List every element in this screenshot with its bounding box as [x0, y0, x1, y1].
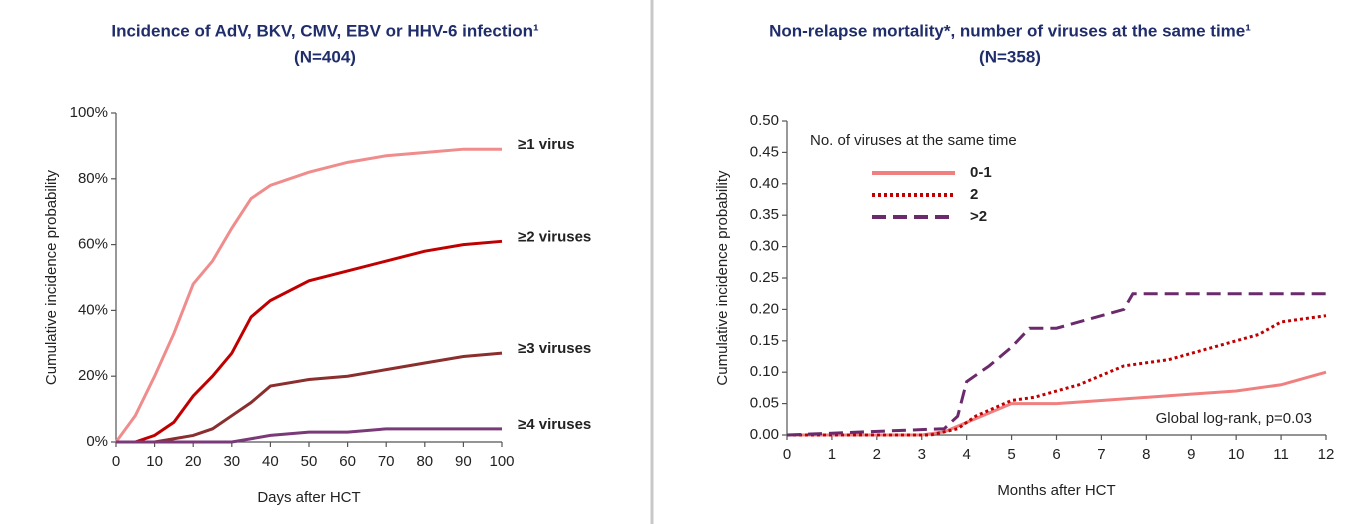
legend-label: >2 [970, 208, 987, 225]
x-tick-label: 100 [489, 453, 514, 470]
y-tick-label: 0.05 [750, 395, 779, 412]
chart-title: Incidence of AdV, BKV, CMV, EBV or HHV-6… [111, 21, 539, 40]
x-tick-label: 2 [873, 446, 881, 463]
legend-title: No. of viruses at the same time [810, 132, 1017, 149]
y-tick-label: 100% [70, 104, 108, 121]
y-tick-label: 0.15 [750, 332, 779, 349]
y-axis-label: Cumulative incidence probability [43, 169, 60, 385]
x-tick-label: 40 [262, 453, 279, 470]
y-tick-label: 20% [78, 367, 108, 384]
x-tick-label: 4 [962, 446, 970, 463]
chart-title: Non-relapse mortality*, number of viruse… [769, 21, 1251, 40]
x-tick-label: 70 [378, 453, 395, 470]
y-tick-label: 0.30 [750, 238, 779, 255]
series-label: ≥1 virus [518, 136, 575, 153]
x-tick-label: 3 [918, 446, 926, 463]
y-tick-label: 80% [78, 170, 108, 187]
y-tick-label: 0% [86, 433, 108, 450]
series-line [114, 147, 502, 443]
x-tick-label: 30 [223, 453, 240, 470]
x-tick-label: 0 [112, 453, 120, 470]
y-tick-label: 0.20 [750, 300, 779, 317]
x-tick-label: 9 [1187, 446, 1195, 463]
x-tick-label: 50 [301, 453, 318, 470]
y-tick-label: 0.25 [750, 269, 779, 286]
x-tick-label: 8 [1142, 446, 1150, 463]
y-axis-label: Cumulative incidence probability [714, 170, 731, 386]
annotation: Global log-rank, p=0.03 [1156, 410, 1312, 427]
x-axis-label: Days after HCT [257, 489, 360, 506]
y-tick-label: 0.45 [750, 143, 779, 160]
series-label: ≥3 viruses [518, 340, 591, 357]
x-tick-label: 11 [1273, 446, 1289, 463]
chart-subtitle: (N=404) [294, 47, 356, 66]
series-label: ≥4 viruses [518, 416, 591, 433]
series-line [116, 427, 502, 444]
series-line [116, 239, 503, 444]
y-tick-label: 0.10 [750, 363, 779, 380]
series-line [787, 314, 1327, 437]
y-tick-label: 60% [78, 236, 108, 253]
x-tick-label: 7 [1097, 446, 1105, 463]
x-tick-label: 10 [1228, 446, 1245, 463]
x-axis-label: Months after HCT [997, 482, 1115, 499]
legend-label: 0-1 [970, 164, 992, 181]
chart-subtitle: (N=358) [979, 47, 1041, 66]
x-tick-label: 12 [1318, 446, 1335, 463]
y-tick-label: 0.40 [750, 175, 779, 192]
series-label: ≥2 viruses [518, 228, 591, 245]
y-tick-label: 40% [78, 301, 108, 318]
x-tick-label: 80 [416, 453, 433, 470]
x-tick-label: 5 [1007, 446, 1015, 463]
legend-label: 2 [970, 186, 978, 203]
x-tick-label: 20 [185, 453, 202, 470]
x-tick-label: 1 [828, 446, 836, 463]
x-tick-label: 90 [455, 453, 472, 470]
y-tick-label: 0.00 [750, 426, 779, 443]
x-tick-label: 0 [783, 446, 791, 463]
series-line [786, 292, 1326, 437]
x-tick-label: 6 [1052, 446, 1060, 463]
y-tick-label: 0.50 [750, 112, 779, 129]
y-tick-label: 0.35 [750, 206, 779, 223]
x-tick-label: 10 [146, 453, 163, 470]
x-tick-label: 60 [339, 453, 356, 470]
